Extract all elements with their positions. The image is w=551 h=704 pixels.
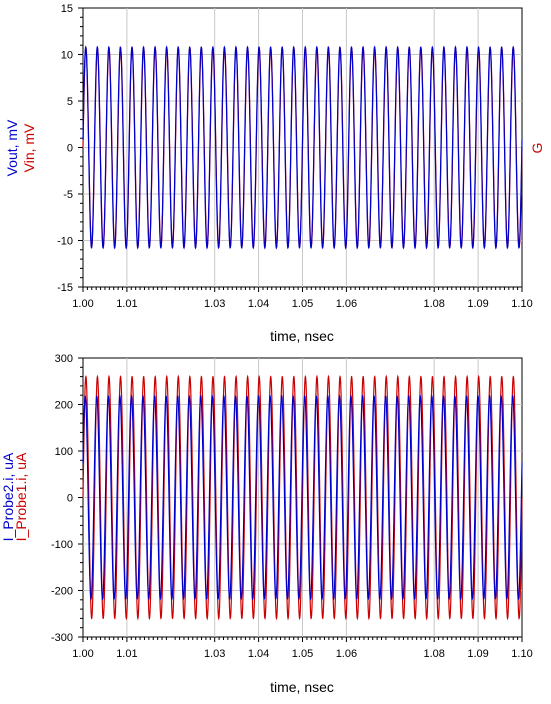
voltage-x-tick-label: 1.05 xyxy=(292,298,313,310)
voltage-plot-y-label-vin: Vin, mV xyxy=(21,123,37,172)
current-x-tick-label: 1.01 xyxy=(116,648,137,660)
voltage-plot-series xyxy=(82,45,523,250)
current-x-tick-label: 1.09 xyxy=(467,648,488,660)
current-y-tick-label: 200 xyxy=(55,400,73,412)
voltage-x-tick-label: 1.00 xyxy=(72,298,93,310)
current-series-line-0 xyxy=(82,374,523,621)
voltage-plot-y-ticks: -15 -10 -5 0 5 10 15 xyxy=(57,3,83,294)
voltage-x-tick-label: 1.10 xyxy=(511,298,532,310)
current-x-tick-label: 1.08 xyxy=(423,648,444,660)
current-y-tick-label: -200 xyxy=(51,586,73,598)
current-plot-y-ticks: -300 -200 -100 0 100 200 300 xyxy=(51,353,83,644)
current-y-tick-label: 100 xyxy=(55,446,73,458)
voltage-plot-x-ticks: 1.00 1.01 1.03 1.04 1.05 1.06 1.08 1.09 1.10 xyxy=(72,287,533,310)
current-plot-y-label-probe2: I_Probe2.i, uA xyxy=(0,452,16,541)
voltage-x-tick-label: 1.08 xyxy=(423,298,444,310)
voltage-y-tick-label: 10 xyxy=(61,50,73,62)
voltage-y-tick-label: -15 xyxy=(57,282,73,294)
voltage-plot-x-axis-label: time, nsec xyxy=(270,328,334,344)
voltage-series-line-1 xyxy=(82,45,523,250)
voltage-y-tick-label: -10 xyxy=(57,236,73,248)
current-y-tick-label: 0 xyxy=(67,493,73,505)
voltage-x-tick-label: 1.04 xyxy=(248,298,269,310)
current-plot-y-label-probe1: I_Probe1.i, uA xyxy=(13,452,29,541)
voltage-plot-right-label: G xyxy=(529,143,545,154)
current-x-tick-label: 1.03 xyxy=(204,648,225,660)
voltage-y-tick-label: -5 xyxy=(63,189,73,201)
current-x-tick-label: 1.10 xyxy=(511,648,532,660)
voltage-x-tick-label: 1.03 xyxy=(204,298,225,310)
current-y-tick-label: -300 xyxy=(51,632,73,644)
voltage-plot-y-label-vout: Vout, mV xyxy=(4,119,20,176)
current-x-tick-label: 1.06 xyxy=(336,648,357,660)
voltage-y-tick-label: 0 xyxy=(67,143,73,155)
current-x-tick-label: 1.04 xyxy=(248,648,269,660)
current-plot-series xyxy=(82,374,523,621)
current-x-tick-label: 1.00 xyxy=(72,648,93,660)
current-y-tick-label: -100 xyxy=(51,539,73,551)
current-plot-x-ticks: 1.00 1.01 1.03 1.04 1.05 1.06 1.08 1.09 1.10 xyxy=(72,637,533,660)
voltage-y-tick-label: 5 xyxy=(67,96,73,108)
voltage-x-tick-label: 1.06 xyxy=(336,298,357,310)
current-plot-x-axis-label: time, nsec xyxy=(270,679,334,695)
current-series-line-1 xyxy=(82,394,523,601)
voltage-x-tick-label: 1.09 xyxy=(467,298,488,310)
current-y-tick-label: 300 xyxy=(55,353,73,365)
voltage-y-tick-label: 15 xyxy=(61,3,73,15)
voltage-x-tick-label: 1.01 xyxy=(116,298,137,310)
current-x-tick-label: 1.05 xyxy=(292,648,313,660)
